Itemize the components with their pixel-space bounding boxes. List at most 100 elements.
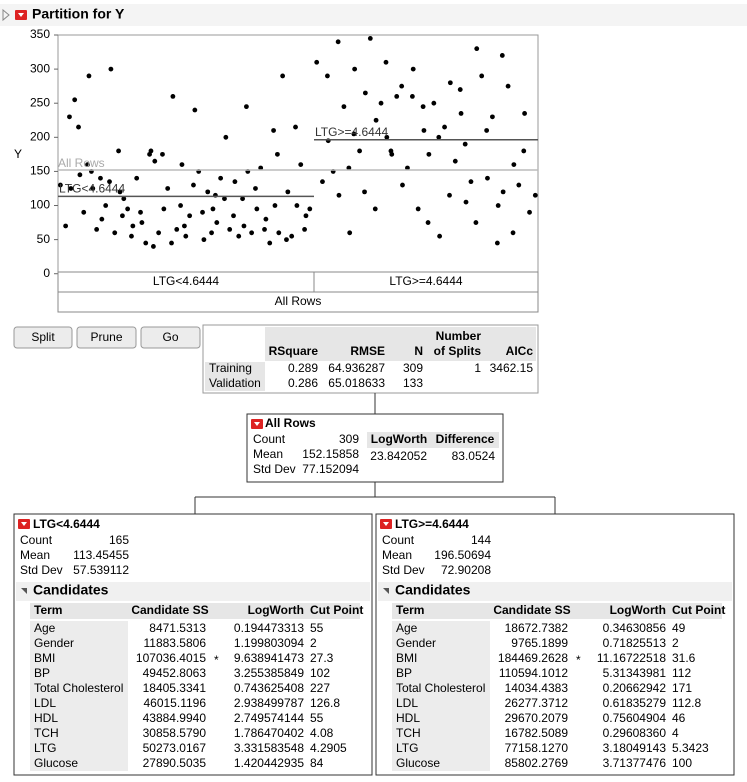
- candidate-cut: 112: [672, 666, 691, 680]
- data-point: [394, 93, 400, 99]
- data-point: [302, 226, 307, 232]
- node-header: Difference: [436, 432, 495, 446]
- candidate-cut: 27.3: [310, 651, 334, 665]
- candidates-header: Candidate SS: [493, 603, 570, 617]
- data-point: [499, 53, 505, 58]
- node-stat-label: Mean: [253, 447, 283, 461]
- candidate-ss: 11883.5806: [143, 636, 206, 650]
- data-point: [178, 203, 183, 208]
- data-point: [108, 66, 114, 72]
- collapse-icon[interactable]: [2, 8, 10, 22]
- data-point: [314, 59, 320, 65]
- summary-cell: 1: [474, 361, 481, 375]
- candidates-title: Candidates: [33, 582, 109, 598]
- candidates-header: Cut Point: [310, 603, 363, 617]
- candidates-header: Candidate SS: [131, 603, 208, 617]
- candidate-term: Gender: [396, 636, 436, 650]
- candidate-ss: 49452.8063: [143, 666, 207, 680]
- data-point: [90, 186, 96, 191]
- candidate-logworth: 0.20662942: [603, 681, 667, 695]
- data-point: [262, 226, 267, 232]
- candidate-cut: 55: [310, 711, 324, 725]
- data-point: [421, 128, 427, 133]
- data-point: [152, 158, 158, 164]
- button[interactable]: [13, 326, 73, 349]
- candidate-logworth: 1.199803094: [234, 636, 304, 650]
- y-tick-label: 250: [30, 95, 50, 109]
- candidates-bar: [16, 582, 370, 601]
- data-point: [505, 83, 511, 89]
- data-point: [263, 216, 269, 222]
- data-point: [336, 192, 342, 198]
- candidates-header: LogWorth: [248, 603, 304, 617]
- candidate-ss: 77158.1270: [505, 741, 569, 755]
- data-point: [139, 220, 145, 225]
- data-point: [191, 182, 196, 188]
- data-point: [462, 141, 468, 147]
- node-stat-label: Mean: [20, 548, 50, 562]
- node-stat-value: 196.50694: [434, 548, 491, 562]
- candidate-ss: 107036.4015: [136, 651, 206, 665]
- candidate-ss: 27890.5035: [143, 756, 207, 770]
- data-point: [294, 203, 300, 208]
- button[interactable]: [76, 326, 137, 349]
- candidates-toggle[interactable]: [383, 588, 389, 594]
- node-stat-value: 72.90208: [441, 563, 491, 577]
- node-stat-value: 83.0524: [452, 449, 496, 463]
- data-point: [63, 223, 69, 229]
- data-point: [437, 233, 443, 239]
- summary-cell: 133: [403, 376, 423, 390]
- data-point: [415, 206, 421, 212]
- data-point: [138, 209, 143, 215]
- candidate-term: Age: [396, 621, 418, 635]
- button[interactable]: [140, 326, 201, 349]
- data-point: [143, 240, 149, 246]
- candidate-ss: 184469.2628: [498, 651, 568, 665]
- data-point: [341, 104, 347, 110]
- data-point: [179, 162, 185, 167]
- data-point: [272, 203, 278, 208]
- data-point: [447, 80, 453, 86]
- candidate-ss: 29670.2079: [505, 711, 569, 725]
- data-point: [280, 73, 286, 79]
- candidate-ss: 9765.1899: [511, 636, 568, 650]
- candidates-toggle[interactable]: [21, 588, 27, 594]
- data-point: [485, 175, 490, 181]
- data-point: [362, 90, 368, 96]
- data-point: [58, 182, 63, 188]
- data-point: [218, 175, 224, 181]
- root-label: All Rows: [58, 156, 105, 170]
- data-point: [85, 162, 90, 167]
- data-point: [120, 213, 125, 219]
- data-point: [200, 209, 205, 215]
- data-point: [222, 196, 227, 202]
- candidates-header: LogWorth: [610, 603, 666, 617]
- data-point: [156, 230, 162, 236]
- candidate-logworth: 3.331583548: [234, 741, 304, 755]
- candidate-term: BP: [34, 666, 50, 680]
- summary-cell: 3462.15: [490, 361, 534, 375]
- data-point: [372, 206, 378, 212]
- candidate-logworth: 3.18049143: [603, 741, 667, 755]
- y-tick-label: 200: [30, 129, 50, 143]
- menu-icon-arrow: [383, 522, 389, 526]
- summary-cell: 309: [403, 361, 423, 375]
- y-tick-label: 50: [37, 232, 51, 246]
- data-point: [284, 237, 289, 243]
- data-point: [232, 179, 238, 185]
- data-point: [367, 36, 373, 41]
- candidate-cut: 46: [672, 711, 686, 725]
- candidate-cut: 84: [310, 756, 324, 770]
- candidate-ss: 14034.4383: [505, 681, 569, 695]
- summary-cell: 0.286: [288, 376, 318, 390]
- summary-cell: 65.018633: [328, 376, 385, 390]
- candidate-term: Gender: [34, 636, 74, 650]
- candidate-cut: 2: [310, 636, 317, 650]
- data-point: [325, 73, 330, 79]
- data-point: [474, 46, 480, 52]
- data-point: [307, 206, 313, 212]
- data-point: [130, 223, 136, 229]
- data-point: [254, 206, 260, 212]
- data-point: [68, 186, 74, 191]
- candidates-title: Candidates: [395, 582, 471, 598]
